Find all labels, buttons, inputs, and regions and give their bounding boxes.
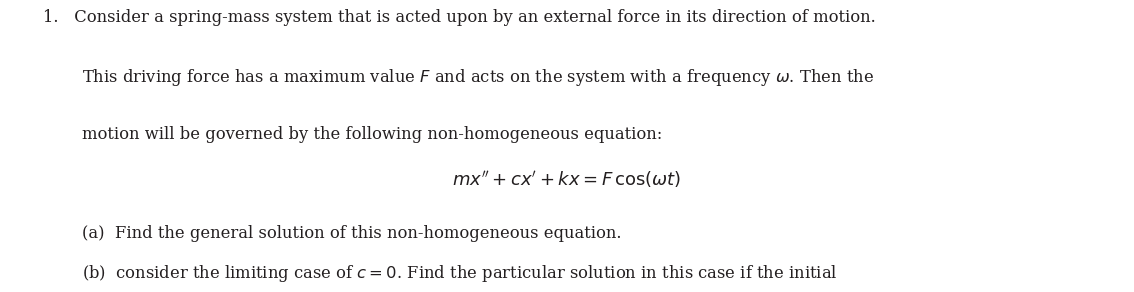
Text: motion will be governed by the following non-homogeneous equation:: motion will be governed by the following…: [82, 126, 662, 142]
Text: $mx'' + cx' + kx = F\,\cos(\omega t)$: $mx'' + cx' + kx = F\,\cos(\omega t)$: [452, 169, 682, 190]
Text: This driving force has a maximum value $F$ and acts on the system with a frequen: This driving force has a maximum value $…: [82, 67, 873, 88]
Text: (a)  Find the general solution of this non-homogeneous equation.: (a) Find the general solution of this no…: [82, 225, 621, 242]
Text: (b)  consider the limiting case of $c = 0$. Find the particular solution in this: (b) consider the limiting case of $c = 0…: [82, 263, 837, 284]
Text: 1.   Consider a spring-mass system that is acted upon by an external force in it: 1. Consider a spring-mass system that is…: [43, 9, 875, 26]
